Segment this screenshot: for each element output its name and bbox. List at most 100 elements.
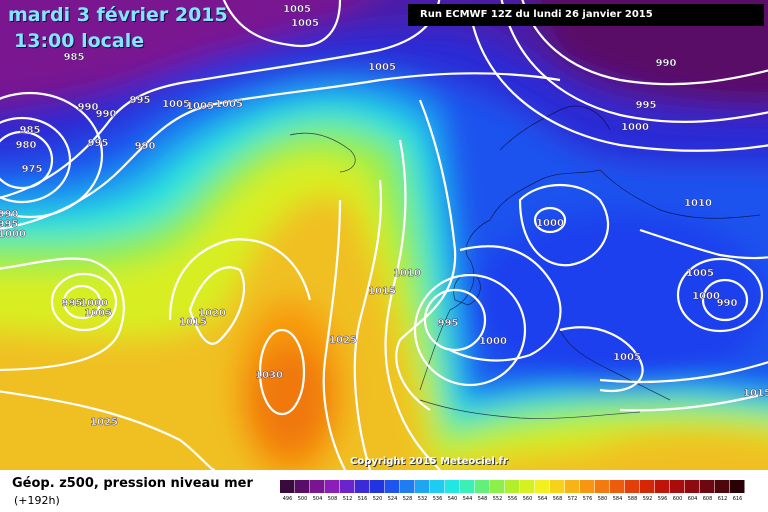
legend-label: 540	[448, 496, 458, 502]
legend-label: 500	[298, 496, 308, 502]
isobar-label: 990	[78, 102, 99, 113]
legend-swatch	[655, 480, 670, 493]
legend-swatch	[355, 480, 370, 493]
legend-swatch	[730, 480, 745, 493]
legend-label: 528	[403, 496, 413, 502]
forecast-time: 13:00 locale	[14, 30, 145, 52]
isobar-label: 1000	[0, 229, 26, 240]
legend-swatch	[325, 480, 340, 493]
isobar-label: 995	[130, 95, 151, 106]
legend-labels: 496 500 504 508 512 516 520 524 528 532 536 540 544 5…	[283, 496, 743, 502]
legend-swatch	[310, 480, 325, 493]
legend-swatch	[385, 480, 400, 493]
isobar-label: 990	[96, 109, 117, 120]
legend-label: 584	[613, 496, 623, 502]
isobar-label: 990	[135, 141, 156, 152]
legend-swatch	[295, 480, 310, 493]
forecast-date: mardi 3 février 2015	[8, 4, 228, 26]
legend-label: 556	[508, 496, 518, 502]
legend-swatch	[595, 480, 610, 493]
legend-swatch	[580, 480, 595, 493]
forecast-lead-time: (+192h)	[14, 494, 60, 507]
legend-swatch	[685, 480, 700, 493]
isobar-label: 995	[0, 219, 18, 230]
isobar-label: 980	[16, 140, 37, 151]
legend-label: 508	[328, 496, 338, 502]
legend-label: 520	[373, 496, 383, 502]
isobar-label: 995	[636, 100, 657, 111]
copyright-text: Copyright 2015 Meteociel.fr	[350, 456, 508, 467]
isobar-label: 1005	[613, 352, 641, 363]
coastlines	[289, 105, 761, 419]
legend-label: 496	[283, 496, 293, 502]
legend-label: 560	[523, 496, 533, 502]
legend-label: 600	[673, 496, 683, 502]
legend-swatch	[445, 480, 460, 493]
legend-swatch	[460, 480, 475, 493]
legend-swatch	[370, 480, 385, 493]
legend-label: 568	[553, 496, 563, 502]
isobar-label: 1020	[198, 308, 226, 319]
legend-swatch	[535, 480, 550, 493]
legend-label: 616	[733, 496, 743, 502]
isobar-label: 1005	[162, 99, 190, 110]
legend-label: 512	[343, 496, 353, 502]
legend-label: 564	[538, 496, 548, 502]
isobar-label: 1010	[393, 268, 421, 279]
legend-swatch	[640, 480, 655, 493]
legend-swatch	[280, 480, 295, 493]
legend-label: 532	[418, 496, 428, 502]
legend-swatch	[475, 480, 490, 493]
isobar-label: 1005	[186, 101, 214, 112]
isobar-contours	[0, 0, 768, 470]
legend-swatch	[625, 480, 640, 493]
legend-label: 592	[643, 496, 653, 502]
legend-label: 536	[433, 496, 443, 502]
isobar-label: 1015	[179, 317, 207, 328]
color-legend: 496 500 504 508 512 516 520 524 528 532 536 540 544 5…	[280, 480, 745, 502]
isobar-label: 1030	[255, 370, 283, 381]
isobar-label: 1005	[368, 62, 396, 73]
isobar-label: 1015	[368, 286, 396, 297]
legend-label: 504	[313, 496, 323, 502]
legend-label: 576	[583, 496, 593, 502]
isobar-label: 1005	[283, 4, 311, 15]
isobar-label: 990	[0, 209, 18, 220]
isobar-label: 1000	[621, 122, 649, 133]
isobar-label: 1005	[215, 99, 243, 110]
legend-swatch	[610, 480, 625, 493]
legend-label: 572	[568, 496, 578, 502]
legend-label: 588	[628, 496, 638, 502]
isobar-label: 1010	[684, 198, 712, 209]
isobar-label: 990	[717, 298, 738, 309]
isobar-label: 975	[22, 164, 43, 175]
isobar-label: 985	[64, 52, 85, 63]
legend-swatches	[280, 480, 745, 493]
map-parameter-title: Géop. z500, pression niveau mer	[12, 476, 253, 491]
isobar-label: 995	[88, 138, 109, 149]
isobar-label: 1005	[686, 268, 714, 279]
isobar-label: 1005	[291, 18, 319, 29]
legend-swatch	[400, 480, 415, 493]
isobar-label: 990	[656, 58, 677, 69]
isobar-label: 1000	[80, 298, 108, 309]
isobar-label: 1015	[743, 388, 768, 399]
legend-swatch	[670, 480, 685, 493]
legend-swatch	[490, 480, 505, 493]
legend-swatch	[700, 480, 715, 493]
legend-label: 548	[478, 496, 488, 502]
legend-swatch	[550, 480, 565, 493]
isobar-label: 1000	[692, 291, 720, 302]
legend-label: 608	[703, 496, 713, 502]
legend-swatch	[415, 480, 430, 493]
isobar-label: 1000	[479, 336, 507, 347]
legend-swatch	[565, 480, 580, 493]
legend-label: 580	[598, 496, 608, 502]
legend-swatch	[520, 480, 535, 493]
legend-swatch	[430, 480, 445, 493]
legend-label: 612	[718, 496, 728, 502]
legend-label: 516	[358, 496, 368, 502]
legend-label: 544	[463, 496, 473, 502]
